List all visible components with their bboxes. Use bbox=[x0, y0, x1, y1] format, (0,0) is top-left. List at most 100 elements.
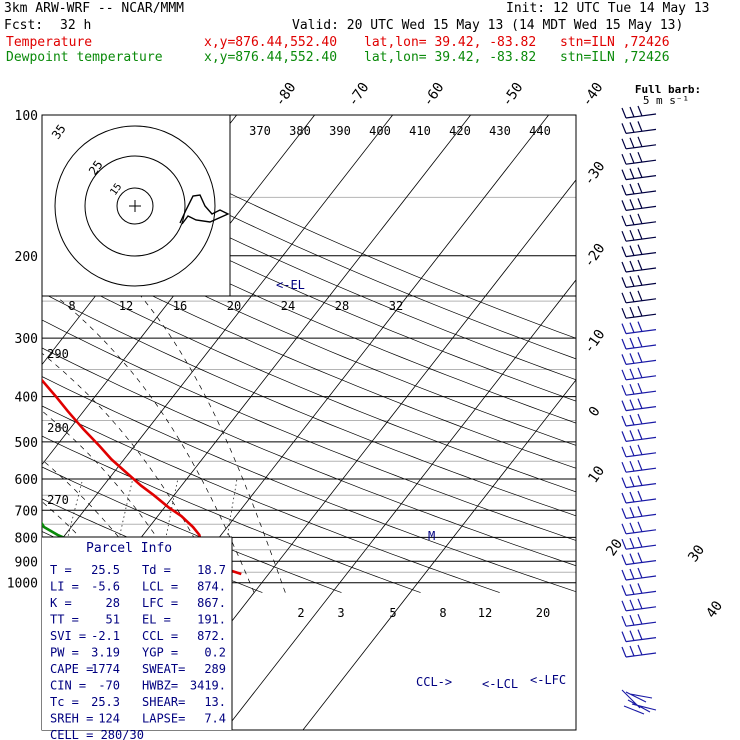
wind-barb bbox=[625, 159, 657, 165]
isotherm-line bbox=[42, 115, 393, 566]
wind-barb bbox=[625, 452, 657, 458]
pressure-tick-label: 600 bbox=[15, 473, 38, 488]
mixing-ratio-line bbox=[218, 478, 238, 593]
wind-barb bbox=[629, 507, 635, 518]
wind-barb bbox=[637, 644, 643, 656]
valid-time: Valid: 20 UTC Wed 15 May 13 (14 MDT Wed … bbox=[292, 18, 684, 33]
wind-barb bbox=[637, 244, 643, 255]
wind-barb bbox=[629, 460, 635, 472]
parcel-info-value: 872. bbox=[197, 629, 226, 643]
theta-label: 440 bbox=[529, 124, 551, 138]
lcl-annotation: <-LCL bbox=[482, 677, 518, 691]
mixing-ratio-label: 2 bbox=[297, 606, 304, 620]
parcel-info-key: Tc = bbox=[50, 695, 79, 709]
wind-barb bbox=[629, 260, 635, 272]
dewpoint-legend: Dewpoint temperature bbox=[6, 50, 163, 65]
wind-barb bbox=[637, 367, 643, 379]
wind-barb bbox=[621, 292, 627, 304]
wind-barb bbox=[637, 290, 643, 302]
wind-barb bbox=[637, 275, 643, 286]
el-annotation: <-EL bbox=[276, 278, 305, 292]
wind-barb bbox=[621, 184, 627, 196]
wind-barb bbox=[621, 230, 627, 242]
wind-barb bbox=[625, 421, 657, 427]
pressure-tick-label: 1000 bbox=[7, 577, 38, 592]
theta-e-label: 280 bbox=[47, 421, 69, 435]
wind-barb bbox=[629, 229, 635, 241]
wind-barb bbox=[637, 567, 643, 579]
wind-barb bbox=[637, 521, 643, 533]
theta-label: 380 bbox=[289, 124, 311, 138]
wind-barb bbox=[625, 236, 657, 242]
temperature-legend: Temperature bbox=[6, 35, 93, 50]
wind-barb bbox=[629, 106, 635, 118]
parcel-info-key: YGP = bbox=[142, 646, 178, 660]
isotherm-label: -50 bbox=[499, 80, 527, 110]
hodograph-ring bbox=[54, 125, 216, 287]
parcel-info-value: 3.19 bbox=[91, 646, 120, 660]
parcel-info-value: 28 bbox=[106, 596, 120, 610]
temperature-latlon: lat,lon= 39.42, -83.82 bbox=[364, 35, 537, 50]
wind-barb bbox=[637, 321, 643, 332]
wind-barb bbox=[625, 144, 657, 150]
wind-barb bbox=[625, 606, 657, 612]
wind-barb bbox=[629, 491, 635, 503]
parcel-info-key: SVI = bbox=[50, 629, 86, 643]
wind-barb bbox=[621, 338, 627, 350]
isotherm-label: -70 bbox=[345, 80, 373, 110]
wind-barb bbox=[621, 307, 627, 319]
isotherm-label: 20 bbox=[603, 536, 626, 559]
wind-barb bbox=[621, 431, 627, 442]
dewpoint-station: stn=ILN ,72426 bbox=[560, 50, 670, 65]
wind-barb bbox=[625, 483, 657, 489]
wind-barb bbox=[629, 276, 635, 287]
theta-label: 400 bbox=[369, 124, 391, 138]
plot-frame bbox=[41, 114, 577, 731]
parcel-info-value: 124 bbox=[98, 712, 120, 726]
dry-adiabat-line bbox=[42, 435, 421, 593]
parcel-info-key: LAPSE= bbox=[142, 712, 185, 726]
isotherm-label: 10 bbox=[585, 463, 608, 486]
pressure-tick-label: 800 bbox=[15, 531, 38, 546]
wind-barb bbox=[637, 213, 643, 225]
hodograph-speed-label: 24 bbox=[281, 299, 295, 313]
wind-barb bbox=[637, 398, 643, 409]
parcel-info-value: 874. bbox=[197, 580, 226, 594]
wind-barb bbox=[621, 554, 627, 565]
wind-barb bbox=[629, 445, 635, 457]
wind-barb bbox=[637, 413, 643, 425]
m-annotation: M bbox=[428, 529, 435, 543]
wind-barb bbox=[625, 467, 657, 473]
mixing-ratio-label: 12 bbox=[478, 606, 492, 620]
wind-barb bbox=[625, 267, 657, 273]
wind-barb bbox=[629, 430, 635, 441]
dry-adiabat-line bbox=[42, 265, 576, 493]
wind-barb bbox=[629, 645, 635, 657]
dry-adiabat-line bbox=[42, 239, 576, 469]
wind-barb bbox=[625, 175, 657, 181]
wind-barb bbox=[637, 121, 643, 132]
wind-barb bbox=[637, 167, 643, 178]
parcel-info-key: LI = bbox=[50, 580, 79, 594]
wind-barb bbox=[625, 621, 657, 627]
parcel-info-key: LFC = bbox=[142, 596, 178, 610]
hodograph-speed-label: 28 bbox=[335, 299, 349, 313]
isotherm-line bbox=[0, 115, 3, 730]
dry-adiabat-line bbox=[42, 164, 576, 402]
wind-barb bbox=[637, 429, 643, 440]
dry-adiabat-line bbox=[42, 188, 576, 424]
wind-barb bbox=[629, 476, 635, 487]
wind-barb bbox=[637, 151, 643, 163]
wind-barb bbox=[625, 637, 657, 643]
wind-barb bbox=[621, 415, 627, 427]
mixing-ratio-label: 8 bbox=[439, 606, 446, 620]
parcel-info-panel bbox=[42, 537, 232, 730]
wind-barb bbox=[637, 136, 643, 148]
parcel-info-value: 18.7 bbox=[197, 563, 226, 577]
wind-barb bbox=[637, 182, 643, 194]
hodograph-speed-label: 16 bbox=[173, 299, 187, 313]
wind-barb bbox=[621, 369, 627, 381]
wind-barb bbox=[637, 629, 643, 640]
dry-adiabat-line bbox=[0, 115, 25, 593]
parcel-info-key: K = bbox=[50, 596, 72, 610]
